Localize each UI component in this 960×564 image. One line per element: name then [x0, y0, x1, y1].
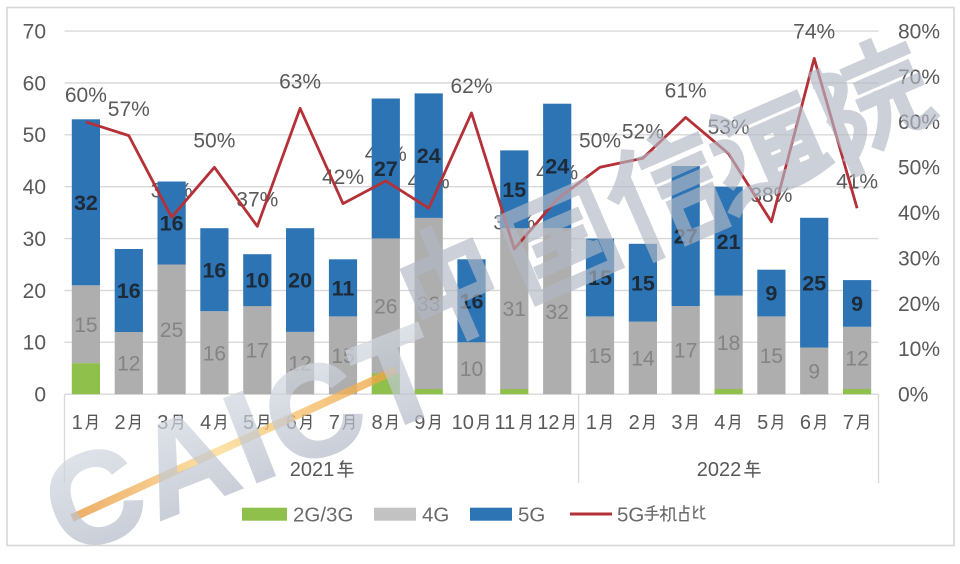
svg-text:15: 15	[760, 345, 783, 368]
svg-text:24: 24	[545, 155, 569, 179]
svg-text:4: 4	[714, 412, 725, 434]
svg-text:16: 16	[160, 212, 184, 236]
svg-text:24: 24	[417, 144, 441, 168]
svg-text:3: 3	[157, 412, 168, 434]
svg-text:14: 14	[631, 348, 655, 371]
svg-text:50%: 50%	[579, 130, 621, 153]
svg-text:31: 31	[503, 298, 526, 321]
svg-text:1: 1	[586, 412, 597, 434]
svg-text:17: 17	[246, 340, 269, 363]
svg-text:9: 9	[808, 361, 820, 384]
svg-text:15: 15	[74, 314, 97, 337]
svg-text:10: 10	[245, 269, 269, 293]
svg-text:10: 10	[452, 412, 474, 434]
svg-text:12: 12	[845, 348, 868, 371]
svg-text:27: 27	[374, 157, 398, 181]
svg-text:30%: 30%	[898, 247, 940, 270]
svg-text:74%: 74%	[793, 21, 835, 44]
svg-text:16: 16	[203, 342, 226, 365]
svg-text:32: 32	[546, 301, 569, 324]
svg-text:60: 60	[23, 72, 46, 95]
svg-text:18: 18	[717, 332, 740, 355]
svg-text:15: 15	[331, 345, 354, 368]
svg-text:21: 21	[717, 230, 741, 254]
svg-text:12: 12	[117, 353, 140, 376]
svg-text:17: 17	[674, 340, 697, 363]
svg-text:80%: 80%	[898, 21, 940, 44]
svg-text:5G: 5G	[617, 503, 644, 526]
svg-text:8: 8	[372, 412, 383, 434]
svg-text:70: 70	[23, 20, 46, 43]
svg-text:15: 15	[588, 345, 611, 368]
svg-text:30: 30	[23, 228, 46, 251]
svg-text:2021: 2021	[290, 459, 335, 481]
svg-text:1: 1	[72, 412, 83, 434]
svg-text:50%: 50%	[898, 157, 940, 180]
svg-text:2G/3G: 2G/3G	[293, 503, 353, 526]
svg-text:60%: 60%	[65, 84, 107, 107]
svg-text:40%: 40%	[898, 202, 940, 225]
svg-text:5G: 5G	[518, 503, 545, 526]
svg-text:4G: 4G	[422, 503, 449, 526]
svg-text:15: 15	[502, 178, 526, 202]
svg-text:40: 40	[23, 176, 46, 199]
svg-text:12: 12	[288, 353, 311, 376]
svg-text:62%: 62%	[450, 75, 492, 98]
svg-text:3: 3	[671, 412, 682, 434]
svg-text:16: 16	[202, 258, 226, 282]
svg-text:25: 25	[802, 271, 826, 295]
svg-text:9: 9	[765, 282, 777, 306]
svg-text:2022: 2022	[697, 459, 742, 481]
svg-text:5: 5	[243, 412, 254, 434]
svg-text:0%: 0%	[898, 384, 928, 407]
svg-text:7: 7	[329, 412, 340, 434]
svg-text:5: 5	[757, 412, 768, 434]
svg-text:12: 12	[537, 412, 559, 434]
svg-text:4: 4	[200, 412, 211, 434]
svg-text:0: 0	[34, 384, 46, 407]
svg-text:25: 25	[160, 319, 183, 342]
svg-text:2: 2	[629, 412, 640, 434]
svg-text:10%: 10%	[898, 338, 940, 361]
svg-text:57%: 57%	[108, 98, 150, 121]
svg-text:6: 6	[800, 412, 811, 434]
svg-text:26: 26	[374, 296, 397, 319]
svg-text:63%: 63%	[279, 71, 321, 94]
svg-text:32: 32	[74, 191, 98, 215]
svg-text:2: 2	[115, 412, 126, 434]
svg-text:6: 6	[286, 412, 297, 434]
svg-text:50%: 50%	[193, 130, 235, 153]
svg-text:10: 10	[460, 358, 483, 381]
svg-text:15: 15	[631, 271, 655, 295]
svg-text:9: 9	[851, 292, 863, 316]
svg-text:20: 20	[288, 269, 312, 293]
svg-text:61%: 61%	[665, 80, 707, 103]
svg-text:7: 7	[843, 412, 854, 434]
svg-text:10: 10	[23, 332, 46, 355]
svg-text:20%: 20%	[898, 293, 940, 316]
svg-text:16: 16	[117, 279, 141, 303]
svg-text:9: 9	[414, 412, 425, 434]
svg-text:11: 11	[332, 277, 355, 301]
svg-text:11: 11	[495, 412, 516, 434]
svg-text:50: 50	[23, 124, 46, 147]
svg-text:20: 20	[23, 280, 46, 303]
